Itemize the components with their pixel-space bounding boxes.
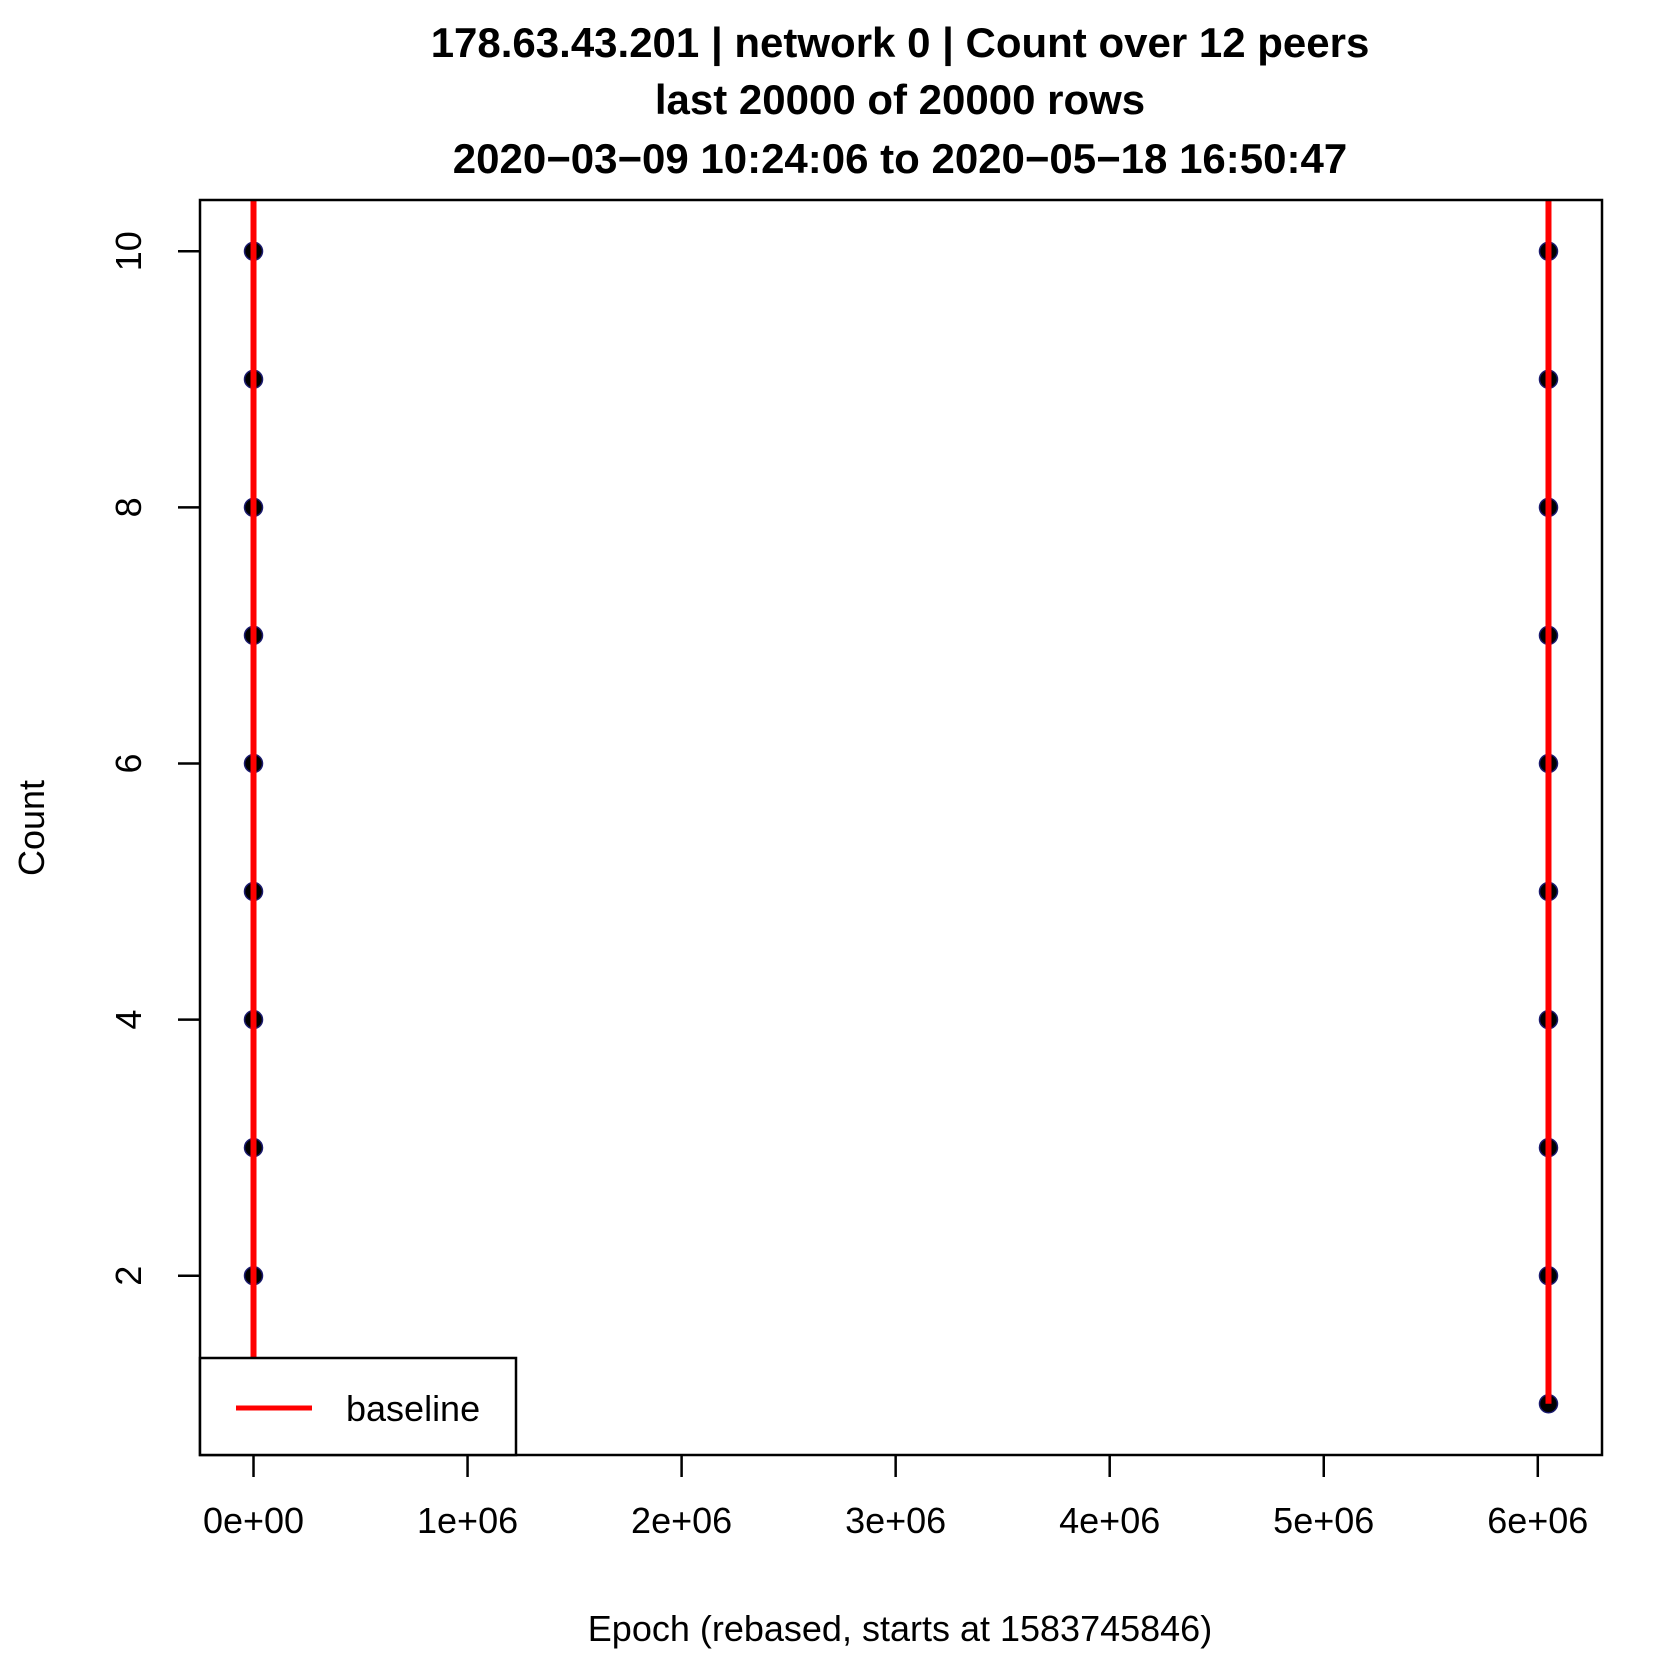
x-tick-label: 0e+00 <box>203 1500 304 1541</box>
axes: 0e+00 1e+06 2e+06 3e+06 4e+06 5e+06 6e+06 2 4 6 8 1… <box>108 231 1588 1541</box>
legend: baseline <box>198 1356 518 1457</box>
title-line-1: 178.63.43.201 | network 0 | Count over 1… <box>431 19 1370 67</box>
chart-title: 178.63.43.201 | network 0 | Count over 1… <box>431 19 1370 182</box>
title-line-3: 2020−03−09 10:24:06 to 2020−05−18 16:50:… <box>453 135 1347 182</box>
y-tick-label: 8 <box>108 497 149 517</box>
plot-frame <box>198 198 1604 1457</box>
y-axis-label: Count <box>11 780 52 876</box>
x-tick-label: 2e+06 <box>631 1500 732 1541</box>
title-line-2: last 20000 of 20000 rows <box>655 76 1145 123</box>
plot-area <box>243 200 1559 1414</box>
y-tick-label: 2 <box>108 1266 149 1286</box>
x-axis-label: Epoch (rebased, starts at 1583745846) <box>588 1608 1212 1649</box>
y-tick-label: 10 <box>108 231 149 271</box>
x-tick-label: 4e+06 <box>1059 1500 1160 1541</box>
x-tick-label: 3e+06 <box>845 1500 946 1541</box>
legend-label: baseline <box>346 1388 480 1429</box>
x-tick-label: 5e+06 <box>1273 1500 1374 1541</box>
y-tick-label: 6 <box>108 753 149 773</box>
x-tick-label: 6e+06 <box>1487 1500 1588 1541</box>
x-tick-label: 1e+06 <box>417 1500 518 1541</box>
y-tick-label: 4 <box>108 1010 149 1030</box>
